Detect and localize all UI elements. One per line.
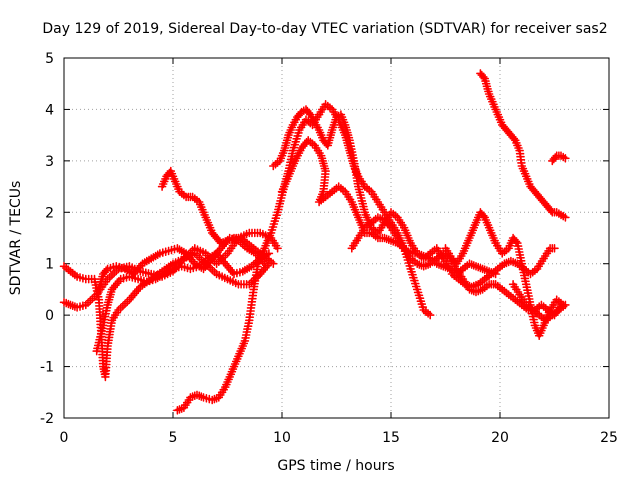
x-tick-label: 20 (491, 430, 509, 446)
x-tick-label: 25 (600, 430, 618, 446)
y-tick-label: 4 (45, 102, 54, 118)
data-point (273, 244, 282, 253)
series-track-e (157, 166, 278, 268)
x-tick-label: 0 (60, 430, 69, 446)
series-track-n (508, 280, 570, 325)
data-point (561, 154, 570, 163)
y-tick-label: 2 (45, 205, 54, 221)
y-axis-label: SDTVAR / TECUs (8, 181, 24, 296)
series-track-k (447, 244, 559, 292)
x-tick-label: 15 (382, 430, 400, 446)
y-tick-label: 5 (45, 51, 54, 67)
series-track-g (269, 105, 500, 279)
series-track-m (548, 151, 570, 166)
x-tick-label: 5 (169, 430, 178, 446)
data-point (425, 310, 435, 320)
y-tick-label: -1 (40, 360, 54, 376)
chart-title: Day 129 of 2019, Sidereal Day-to-day VTE… (42, 21, 607, 37)
y-tick-label: 0 (45, 308, 54, 324)
data-point (550, 244, 559, 253)
y-tick-label: -2 (40, 411, 54, 427)
data-layer (59, 69, 570, 415)
series-track-d (92, 249, 274, 356)
data-point (269, 259, 278, 268)
tick-layer: 0 5 10 15 20 25 -2 -1 0 1 2 3 4 5 (40, 51, 618, 446)
data-point (561, 300, 570, 310)
series-track-l (476, 69, 570, 222)
y-tick-label: 1 (45, 257, 54, 273)
x-tick-label: 10 (273, 430, 291, 446)
plot-frame (63, 57, 610, 419)
data-point (561, 213, 570, 222)
y-tick-label: 3 (45, 154, 54, 170)
x-axis-label: GPS time / hours (277, 458, 394, 474)
